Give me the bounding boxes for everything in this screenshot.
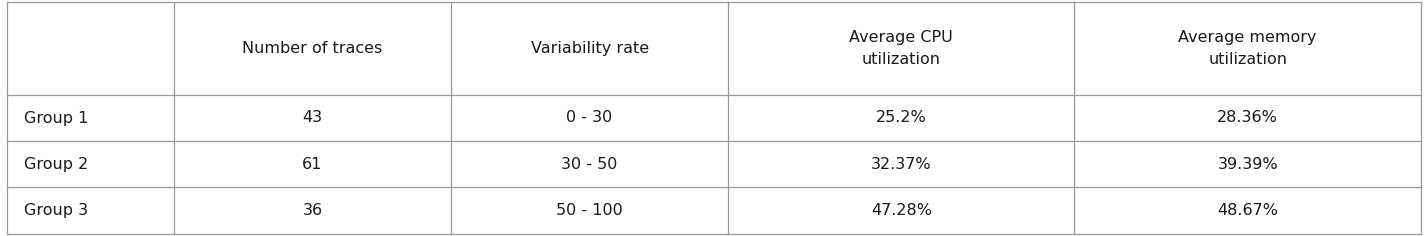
Text: 61: 61: [303, 157, 323, 172]
Text: Average CPU
utilization: Average CPU utilization: [850, 30, 954, 67]
Text: 43: 43: [303, 110, 323, 126]
Text: 28.36%: 28.36%: [1217, 110, 1278, 126]
Text: 30 - 50: 30 - 50: [561, 157, 618, 172]
Text: 47.28%: 47.28%: [871, 203, 932, 218]
Text: Number of traces: Number of traces: [243, 41, 383, 56]
Text: Average memory
utilization: Average memory utilization: [1178, 30, 1317, 67]
Text: 0 - 30: 0 - 30: [567, 110, 613, 126]
Text: Group 1: Group 1: [24, 110, 89, 126]
Text: 50 - 100: 50 - 100: [557, 203, 623, 218]
Text: 36: 36: [303, 203, 323, 218]
Text: Group 2: Group 2: [24, 157, 89, 172]
Text: Group 3: Group 3: [24, 203, 89, 218]
Text: 48.67%: 48.67%: [1217, 203, 1278, 218]
Text: Variability rate: Variability rate: [531, 41, 648, 56]
Text: 39.39%: 39.39%: [1217, 157, 1278, 172]
Text: 32.37%: 32.37%: [871, 157, 931, 172]
Text: 25.2%: 25.2%: [875, 110, 927, 126]
